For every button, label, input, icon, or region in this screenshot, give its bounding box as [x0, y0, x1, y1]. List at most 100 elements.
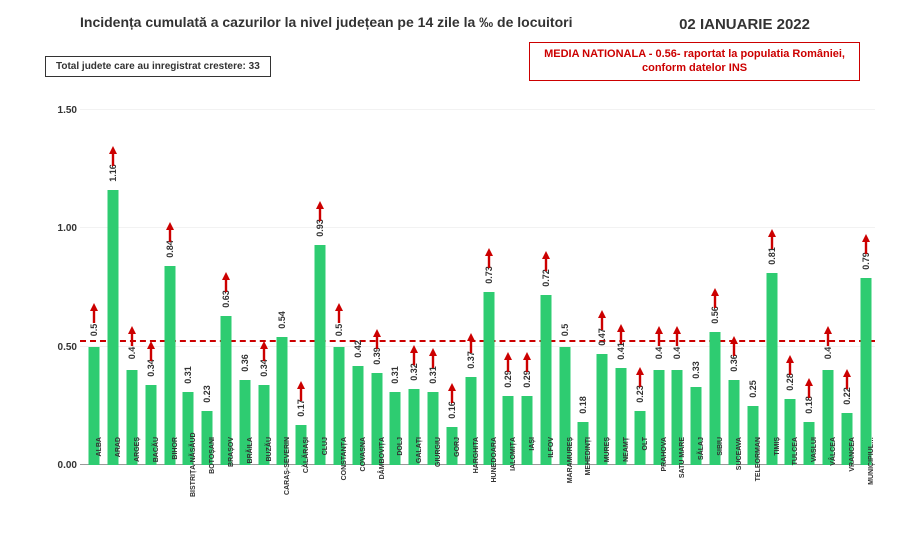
category-label: VRANCEA — [847, 437, 856, 497]
bar-value-label: 0.56 — [710, 307, 720, 325]
growth-arrow-icon — [785, 355, 795, 375]
bar-value-label: 0.81 — [767, 248, 777, 266]
bar-value-label: 0.28 — [785, 373, 795, 391]
bar-slot: 0.18VASLUI — [800, 110, 819, 465]
bar-value-label: 0.4 — [654, 347, 664, 360]
bar-value-label: 0.16 — [447, 401, 457, 419]
growth-arrow-icon — [672, 326, 682, 346]
category-label: SUCEAVA — [734, 437, 743, 497]
bar-value-label: 0.18 — [804, 397, 814, 415]
category-label: HARGHITA — [471, 437, 480, 497]
bar-value-label: 0.72 — [541, 269, 551, 287]
bar-value-label: 0.93 — [315, 219, 325, 237]
bar-slot: 0.5MARAMUREȘ — [555, 110, 574, 465]
category-label: TIMIȘ — [772, 437, 781, 497]
growth-arrow-icon — [127, 326, 137, 346]
bar-value-label: 0.84 — [165, 240, 175, 258]
category-label: BACĂU — [151, 437, 160, 497]
bar-value-label: 0.79 — [861, 252, 871, 270]
category-label: MEHEDINȚI — [583, 437, 592, 497]
bar-value-label: 0.34 — [259, 359, 269, 377]
bar-slot: 0.84BIHOR — [160, 110, 179, 465]
bar-slot: 0.79MUNICIPIUL… — [856, 110, 875, 465]
bar-value-label: 0.54 — [277, 311, 287, 329]
bar-value-label: 0.41 — [616, 342, 626, 360]
bar-value-label: 0.5 — [89, 323, 99, 336]
bar-value-label: 0.47 — [597, 328, 607, 346]
bar-slot: 0.93CLUJ — [311, 110, 330, 465]
growth-arrow-icon — [89, 303, 99, 323]
bar-value-label: 0.4 — [127, 347, 137, 360]
bar-slot: 1.16ARAD — [104, 110, 123, 465]
category-label: CLUJ — [320, 437, 329, 497]
bar-value-label: 0.23 — [635, 385, 645, 403]
bar-value-label: 0.29 — [522, 371, 532, 389]
chart-title: Incidența cumulată a cazurilor la nivel … — [80, 14, 572, 30]
bar-slot: 0.36BRĂILA — [235, 110, 254, 465]
bar-slot: 0.31BISTRIȚA-NĂSĂUD — [179, 110, 198, 465]
category-label: HUNEDOARA — [489, 437, 498, 497]
bar-slot: 0.63BRAȘOV — [217, 110, 236, 465]
growth-arrow-icon — [522, 352, 532, 372]
category-label: GIURGIU — [433, 437, 442, 497]
bar-value-label: 0.31 — [183, 366, 193, 384]
category-label: MUREȘ — [602, 437, 611, 497]
growth-arrow-icon — [654, 326, 664, 346]
bar-value-label: 0.32 — [409, 364, 419, 382]
category-label: PRAHOVA — [659, 437, 668, 497]
category-label: TULCEA — [790, 437, 799, 497]
bar-slot: 0.81TIMIȘ — [762, 110, 781, 465]
bar-slot: 0.5CONSTANȚA — [330, 110, 349, 465]
y-tick-label: 1.50 — [47, 105, 77, 116]
growth-arrow-icon — [409, 345, 419, 365]
growth-arrow-icon — [447, 383, 457, 403]
bar-value-label: 0.63 — [221, 290, 231, 308]
bar-slot: 0.29IAȘI — [518, 110, 537, 465]
growth-count-box: Total judete care au inregistrat crester… — [45, 56, 271, 77]
growth-arrow-icon — [804, 378, 814, 398]
category-label: OLT — [640, 437, 649, 497]
bar-slot: 0.31DOLJ — [386, 110, 405, 465]
bar-slot: 0.5ALBA — [85, 110, 104, 465]
bar-slot: 0.32GALAȚI — [405, 110, 424, 465]
bar-slot: 0.4ARGEȘ — [123, 110, 142, 465]
bar — [108, 190, 119, 465]
category-label: CARAȘ-SEVERIN — [282, 437, 291, 497]
growth-arrow-icon — [861, 234, 871, 254]
national-line1: MEDIA NATIONALA - 0.56- raportat la popu… — [544, 48, 845, 60]
bar-slot: 0.31GIURGIU — [424, 110, 443, 465]
growth-arrow-icon — [635, 367, 645, 387]
growth-arrow-icon — [842, 369, 852, 389]
growth-arrow-icon — [541, 251, 551, 271]
category-label: MARAMUREȘ — [565, 437, 574, 497]
bar-value-label: 0.29 — [503, 371, 513, 389]
bar-slot: 0.28TULCEA — [781, 110, 800, 465]
growth-arrow-icon — [296, 381, 306, 401]
category-label: NEAMȚ — [621, 437, 630, 497]
growth-arrow-icon — [259, 341, 269, 361]
bar-slot: 0.18MEHEDINȚI — [574, 110, 593, 465]
bar — [164, 266, 175, 465]
category-label: BIHOR — [170, 437, 179, 497]
category-label: BOTOȘANI — [207, 437, 216, 497]
bar-slot: 0.34BACĂU — [141, 110, 160, 465]
category-label: GALAȚI — [414, 437, 423, 497]
category-label: SATU MARE — [677, 437, 686, 497]
bar-slot: 0.25TELEORMAN — [743, 110, 762, 465]
bar-value-label: 0.37 — [466, 352, 476, 370]
category-label: VÂLCEA — [828, 437, 837, 497]
bar-slot: 0.42COVASNA — [348, 110, 367, 465]
bar-slot: 0.37HARGHITA — [461, 110, 480, 465]
bar-slot: 0.29IALOMIȚA — [499, 110, 518, 465]
growth-arrow-icon — [221, 272, 231, 292]
bar-value-label: 0.36 — [729, 354, 739, 372]
category-label: CĂLĂRAȘI — [301, 437, 310, 497]
bar-value-label: 0.36 — [240, 354, 250, 372]
category-label: DOLJ — [395, 437, 404, 497]
bar-value-label: 0.34 — [146, 359, 156, 377]
bar-slot: 0.17CĂLĂRAȘI — [292, 110, 311, 465]
bar-value-label: 0.42 — [353, 340, 363, 358]
bar-slot: 0.23BOTOȘANI — [198, 110, 217, 465]
bar-value-label: 0.39 — [372, 347, 382, 365]
bar-slot: 0.72ILFOV — [536, 110, 555, 465]
